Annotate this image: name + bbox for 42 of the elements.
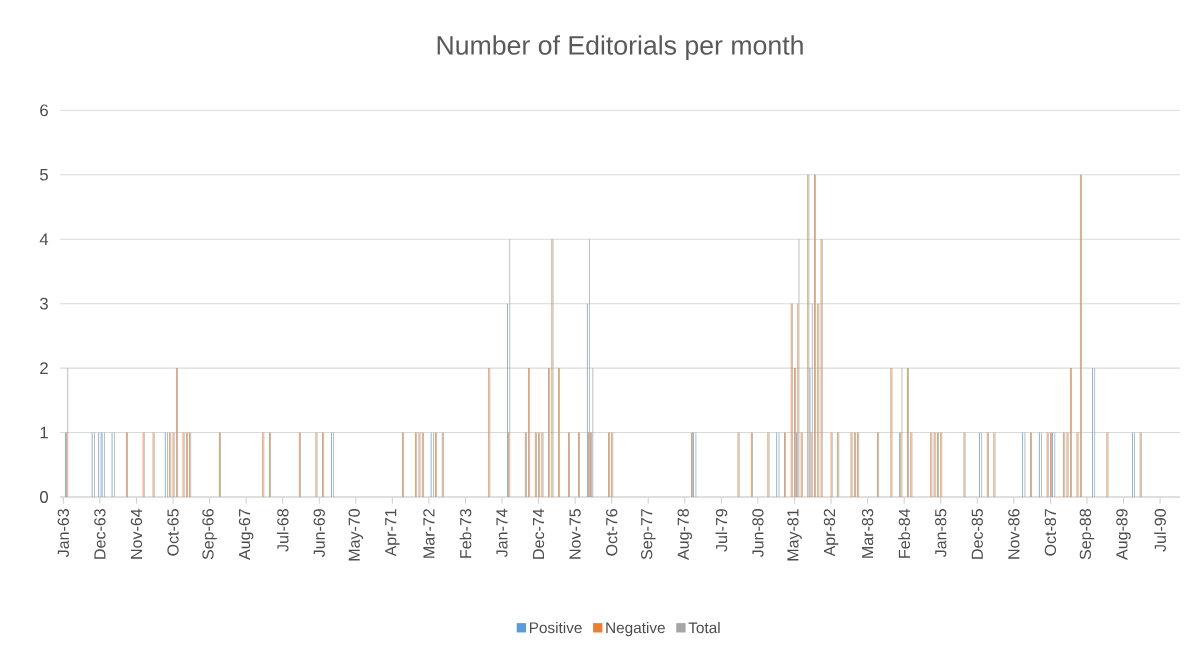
y-tick-label: 0 (40, 491, 48, 503)
x-tick-label: Jul-68 (276, 509, 289, 552)
y-tick-label: 5 (40, 168, 48, 181)
x-tick-label: Mar-83 (861, 509, 874, 558)
legend-label: Positive (529, 621, 582, 634)
x-tick-label: Jul-90 (1154, 508, 1166, 552)
y-tick-label: 2 (40, 362, 48, 374)
x-tick-label: Oct-76 (606, 509, 618, 556)
x-tick-label: Feb-73 (459, 509, 472, 558)
x-tick-label: Oct-65 (167, 509, 179, 556)
x-tick-label: Sep-88 (1079, 509, 1095, 560)
x-tick-label: Jan-74 (496, 508, 508, 558)
y-tick-label: 6 (40, 104, 48, 117)
x-tick-label: Aug-78 (677, 509, 693, 560)
x-tick-label: Nov-64 (130, 508, 143, 559)
legend-label: Negative (606, 621, 665, 637)
x-tick-label: May-70 (348, 508, 364, 561)
x-tick-label: Apr-82 (823, 509, 839, 557)
y-tick-label: 4 (39, 233, 49, 245)
x-tick-label: Dec-74 (533, 508, 545, 559)
x-tick-label: Aug-67 (238, 509, 254, 560)
x-tick-label: Mar-72 (423, 509, 435, 558)
x-tick-label: Jan-63 (57, 509, 69, 558)
x-tick-label: Jun-69 (313, 509, 325, 558)
x-tick-label: Nov-75 (569, 509, 581, 559)
y-tick-label: 3 (39, 297, 48, 310)
y-tick-label: 1 (40, 426, 48, 439)
x-tick-label: Jan-85 (935, 509, 947, 558)
x-tick-label: Oct-87 (1044, 509, 1057, 556)
x-tick-label: Jun-80 (752, 508, 764, 558)
x-tick-label: Feb-84 (898, 508, 911, 558)
x-tick-label: Sep-77 (641, 509, 656, 560)
x-tick-label: Nov-86 (1008, 509, 1020, 559)
x-tick-label: Dec-63 (94, 509, 106, 559)
x-tick-label: Apr-71 (385, 509, 400, 557)
legend-label: Total (688, 621, 720, 634)
x-tick-label: May-81 (787, 509, 802, 561)
x-tick-label: Dec-85 (971, 509, 983, 559)
x-tick-label: Aug-89 (1116, 509, 1131, 560)
chart-title: Number of Editorials per month (437, 35, 803, 61)
x-tick-label: Jul-79 (715, 509, 728, 552)
x-tick-label: Sep-66 (202, 509, 217, 560)
